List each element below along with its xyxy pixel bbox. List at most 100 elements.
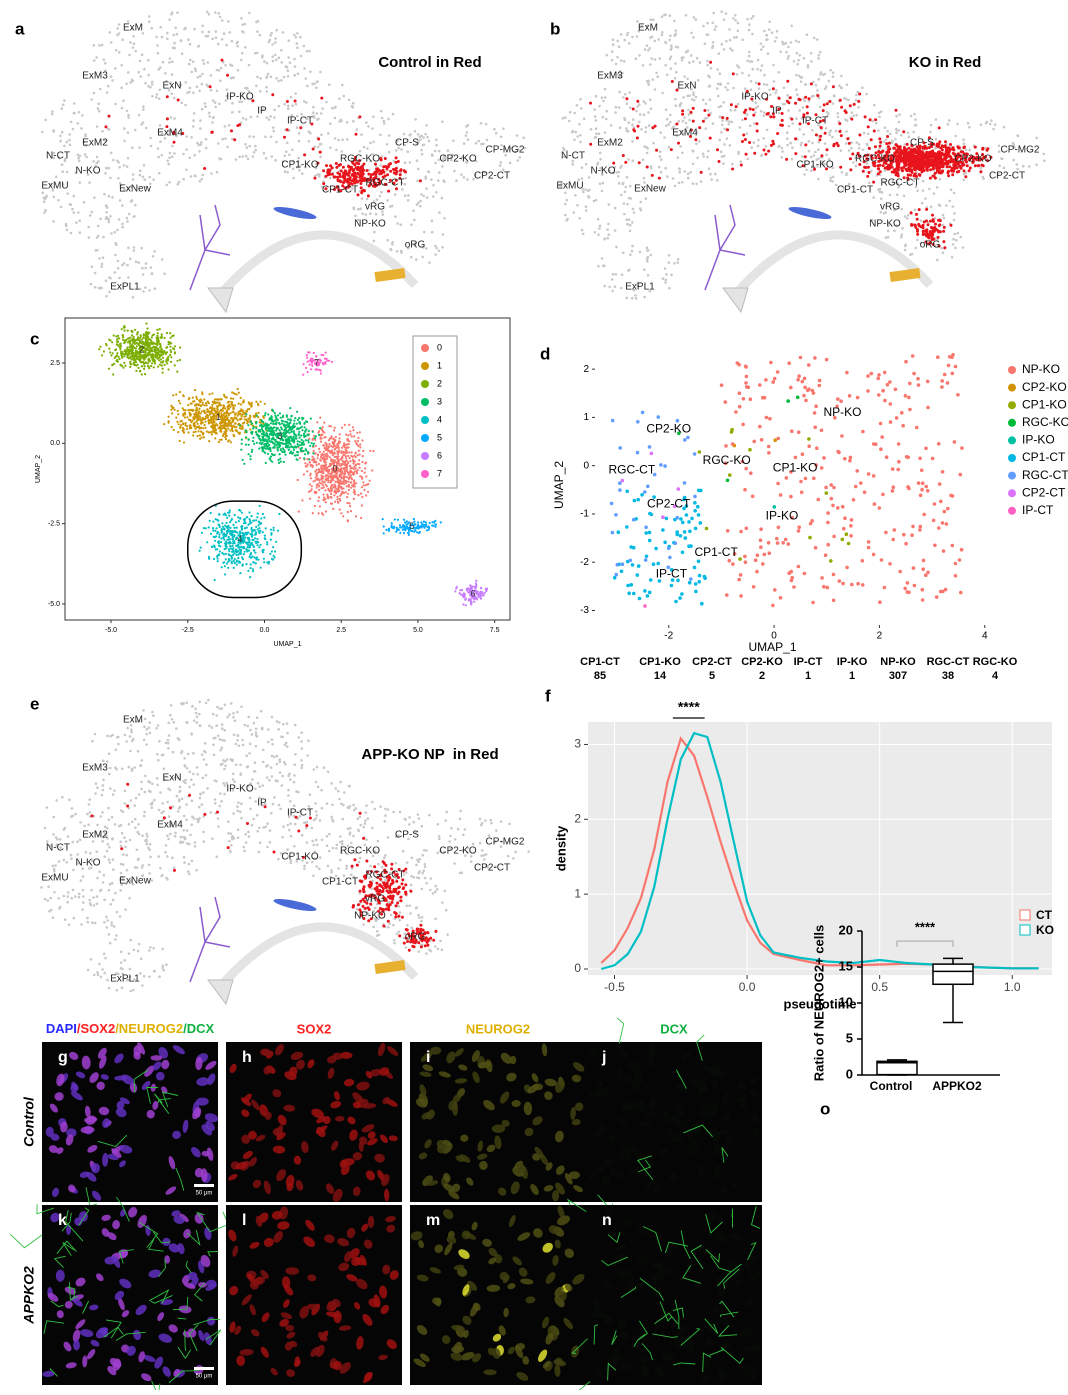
cell-dot bbox=[665, 278, 668, 281]
cell-dot bbox=[696, 57, 699, 60]
cell-dot bbox=[992, 128, 995, 131]
cell-dot bbox=[367, 483, 369, 485]
cell-dot bbox=[103, 953, 106, 956]
cell-dot bbox=[414, 118, 417, 121]
cell-dot bbox=[171, 92, 174, 95]
cell-dot bbox=[256, 830, 259, 833]
cell-dot bbox=[585, 209, 588, 212]
cell-dot bbox=[194, 845, 197, 848]
cell-dot bbox=[391, 243, 394, 246]
highlight-dot bbox=[916, 156, 919, 159]
cell-dot bbox=[810, 60, 813, 63]
highlight-dot bbox=[785, 158, 788, 161]
cell-dot bbox=[307, 740, 310, 743]
cell-dot bbox=[399, 811, 402, 814]
highlight-dot bbox=[731, 168, 734, 171]
rg-icon bbox=[889, 268, 920, 282]
highlight-dot bbox=[797, 98, 800, 101]
cell-dot bbox=[760, 69, 763, 72]
cell-dot bbox=[434, 162, 437, 165]
cell-dot bbox=[643, 113, 646, 116]
cell-dot bbox=[348, 457, 350, 459]
cell-dot bbox=[441, 197, 444, 200]
cell-dot bbox=[216, 706, 219, 709]
cell-dot bbox=[293, 34, 296, 37]
cell-dot bbox=[579, 98, 582, 101]
cell-dot bbox=[290, 96, 293, 99]
cell-dot bbox=[273, 116, 276, 119]
cell-dot bbox=[227, 20, 230, 23]
highlight-dot bbox=[810, 82, 813, 85]
cell-dot bbox=[341, 447, 343, 449]
highlight-dot bbox=[395, 156, 398, 159]
cell-dot bbox=[110, 903, 113, 906]
cell-dot bbox=[916, 190, 919, 193]
cell-dot bbox=[898, 113, 901, 116]
cell-dot bbox=[789, 142, 792, 145]
cell-dot bbox=[355, 807, 358, 810]
cell-dot bbox=[109, 787, 112, 790]
cell-dot bbox=[117, 161, 120, 164]
cell-dot bbox=[421, 153, 424, 156]
highlight-dot bbox=[636, 137, 639, 140]
cell-dot bbox=[668, 39, 671, 42]
highlight-dot bbox=[906, 143, 909, 146]
cell-dot bbox=[430, 877, 433, 880]
cell-dot bbox=[159, 140, 162, 143]
cell-dot bbox=[719, 139, 722, 142]
cell-dot bbox=[328, 850, 331, 853]
cell-dot bbox=[415, 258, 418, 261]
cell-dot bbox=[174, 27, 177, 30]
highlight-dot bbox=[305, 824, 308, 827]
highlight-dot bbox=[390, 863, 393, 866]
cell-dot bbox=[126, 217, 129, 220]
cell-dot bbox=[108, 858, 111, 861]
highlight-dot bbox=[888, 167, 891, 170]
cell-dot bbox=[786, 137, 789, 140]
cell-dot bbox=[201, 803, 204, 806]
highlight-dot bbox=[820, 154, 823, 157]
cell-dot bbox=[179, 842, 182, 845]
cell-dot bbox=[112, 868, 115, 871]
cell-dot bbox=[668, 261, 671, 264]
cell-dot bbox=[150, 266, 153, 269]
cell-dot bbox=[615, 63, 618, 66]
cell-dot bbox=[198, 144, 201, 147]
highlight-dot bbox=[363, 885, 366, 888]
cell-dot bbox=[620, 165, 623, 168]
cell-dot bbox=[158, 172, 161, 175]
cell-dot bbox=[464, 828, 467, 831]
cell-dot bbox=[291, 104, 294, 107]
cell-dot bbox=[117, 260, 120, 263]
cell-dot bbox=[642, 100, 645, 103]
cell-dot bbox=[627, 32, 630, 35]
cell-dot bbox=[626, 223, 629, 226]
cell-dot bbox=[924, 197, 927, 200]
highlight-dot bbox=[815, 133, 818, 136]
cell-dot bbox=[428, 171, 431, 174]
highlight-dot bbox=[353, 171, 356, 174]
cell-dot bbox=[294, 753, 297, 756]
cell-dot bbox=[606, 237, 609, 240]
highlight-dot bbox=[881, 150, 884, 153]
cell-dot bbox=[954, 233, 957, 236]
cell-dot bbox=[282, 31, 285, 34]
cell-dot bbox=[953, 212, 956, 215]
cell-dot bbox=[614, 207, 617, 210]
cell-dot bbox=[47, 885, 50, 888]
cell-dot bbox=[244, 87, 247, 90]
cell-dot bbox=[906, 217, 909, 220]
cell-dot bbox=[342, 445, 344, 447]
cell-dot bbox=[140, 958, 143, 961]
cell-dot bbox=[828, 80, 831, 83]
cell-dot bbox=[774, 92, 777, 95]
cluster-label: ExM bbox=[123, 23, 143, 34]
highlight-dot bbox=[707, 114, 710, 117]
cell-dot bbox=[707, 109, 710, 112]
cell-dot bbox=[229, 758, 232, 761]
highlight-dot bbox=[868, 147, 871, 150]
cell-dot bbox=[438, 150, 441, 153]
cell-dot bbox=[642, 158, 645, 161]
highlight-dot bbox=[829, 100, 832, 103]
cell-dot bbox=[326, 494, 328, 496]
